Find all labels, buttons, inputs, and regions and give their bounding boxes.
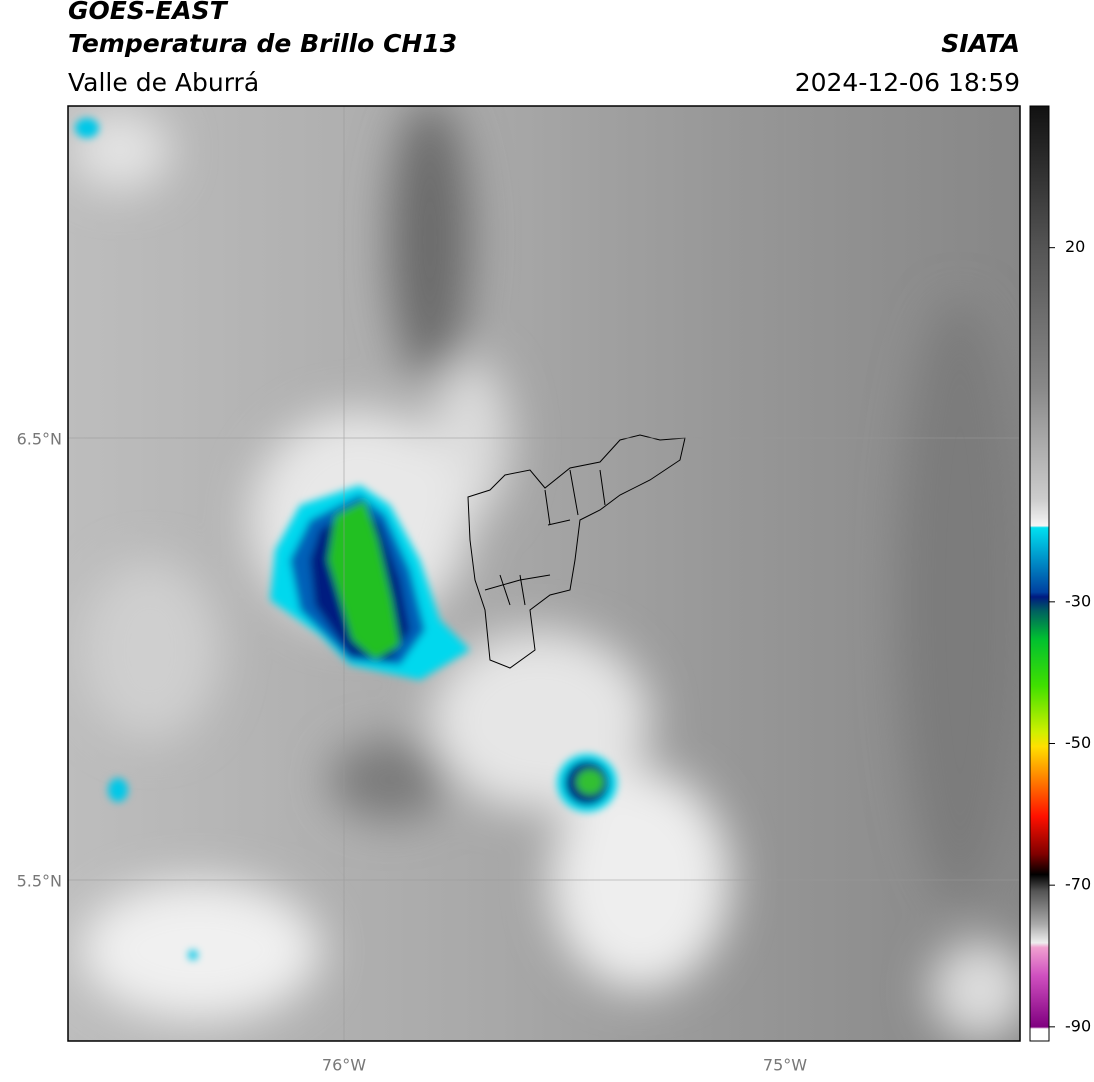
map-frame	[67, 105, 1021, 1042]
colorbar-tick-label: -90	[1065, 1016, 1091, 1035]
colorbar-tick-label: -30	[1065, 591, 1091, 610]
colorbar-tick-label: -50	[1065, 733, 1091, 752]
source: SIATA	[941, 29, 1020, 58]
subtitle: Temperatura de Brillo CH13	[68, 29, 457, 58]
colorbar-tick-label: -70	[1065, 875, 1091, 894]
colorbar-tick-label: 20	[1065, 237, 1085, 256]
region: Valle de Aburrá	[68, 68, 259, 97]
datetime: 2024-12-06 18:59	[795, 68, 1020, 97]
lat-label: 5.5°N	[17, 872, 62, 891]
title: GOES-EAST	[68, 0, 229, 25]
lon-label: 76°W	[322, 1056, 366, 1075]
lon-label: 75°W	[763, 1056, 807, 1075]
map-image	[68, 106, 1020, 1041]
colorbar	[1029, 105, 1050, 1042]
graticule	[68, 106, 1020, 1041]
lat-label: 6.5°N	[17, 430, 62, 449]
